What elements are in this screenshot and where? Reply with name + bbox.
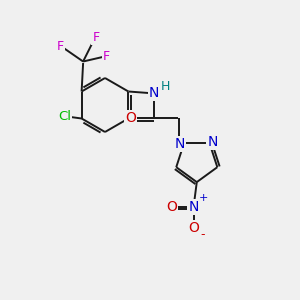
- Text: N: N: [189, 200, 199, 214]
- Text: H: H: [160, 80, 170, 93]
- Text: O: O: [166, 200, 177, 214]
- Text: F: F: [92, 31, 100, 44]
- Text: +: +: [199, 193, 208, 203]
- Text: Cl: Cl: [58, 110, 71, 124]
- Text: N: N: [207, 134, 218, 148]
- Text: F: F: [103, 50, 110, 64]
- Text: F: F: [56, 40, 64, 53]
- Text: O: O: [188, 221, 199, 235]
- Text: -: -: [200, 228, 205, 241]
- Text: O: O: [125, 112, 136, 125]
- Text: N: N: [174, 137, 184, 151]
- Text: N: N: [149, 86, 159, 100]
